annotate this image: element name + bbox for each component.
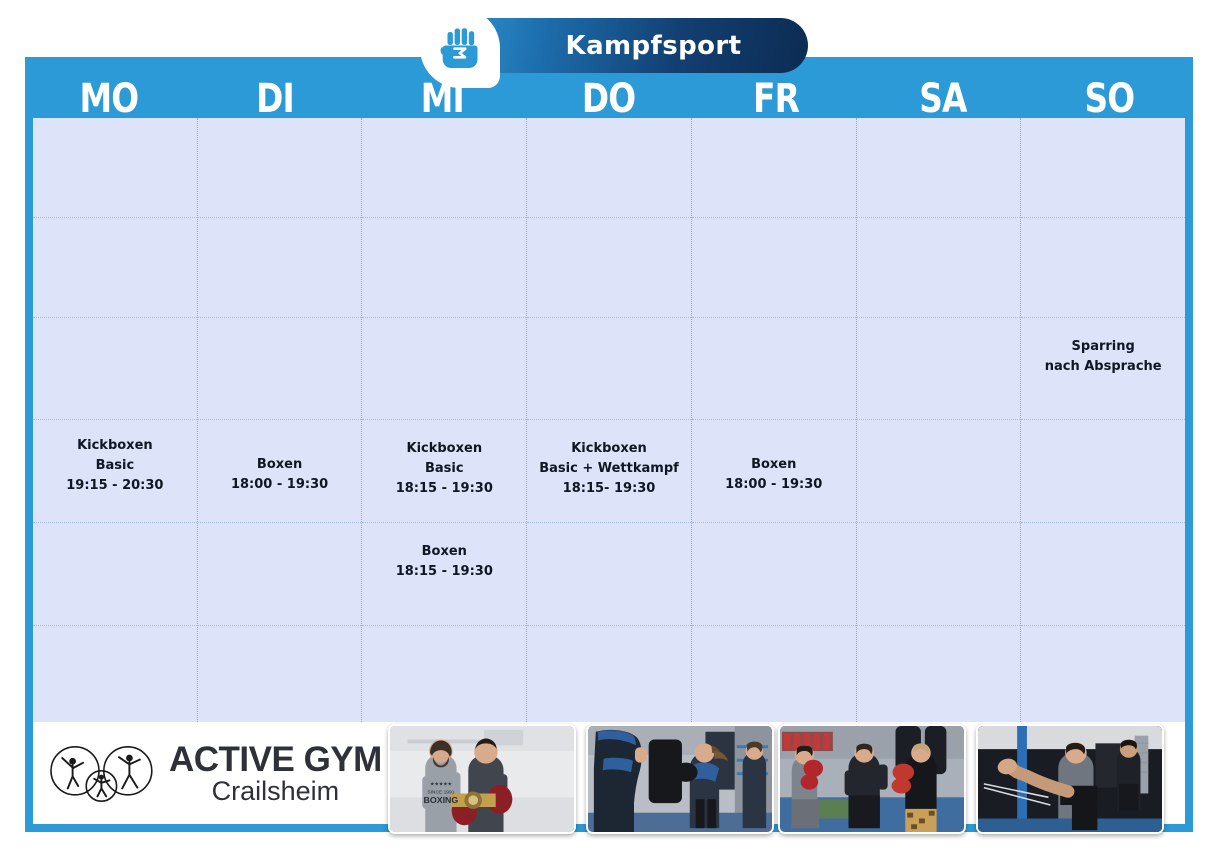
day-header-do: DO — [526, 57, 693, 118]
class-title: Sparring — [1071, 339, 1135, 354]
class-title: Boxen — [751, 457, 797, 472]
day-header-di: DI — [192, 57, 359, 118]
schedule-column-mi[interactable]: Kickboxen Basic 18:15 - 19:30 Boxen 18:1… — [362, 118, 528, 722]
row-gridlines — [527, 118, 691, 722]
row-gridlines — [33, 118, 197, 722]
day-header-so: SO — [1026, 57, 1193, 118]
photo-kickboxing-bag-training — [586, 724, 774, 834]
day-label-do: DO — [582, 76, 636, 118]
class-title: Kickboxen — [571, 441, 647, 456]
schedule-column-so[interactable]: Sparring nach Absprache — [1021, 118, 1186, 722]
class-title: Boxen — [421, 544, 467, 559]
class-time: 19:15 - 20:30 — [66, 478, 164, 494]
class-level: Basic — [425, 461, 464, 477]
class-entry[interactable]: Kickboxen Basic 18:15 - 19:30 — [362, 439, 526, 499]
day-label-fr: FR — [752, 76, 800, 118]
schedule-column-sa[interactable] — [856, 118, 1022, 722]
svg-text:BOXING: BOXING — [424, 795, 459, 805]
day-header-mo: MO — [25, 57, 192, 118]
category-header: Kampfsport — [420, 8, 808, 88]
class-level: Basic + Wettkampf — [539, 461, 679, 477]
class-time: 18:00 - 19:30 — [230, 477, 329, 493]
photo-boxers-with-belt: ★★★★★ SINCE 1991 BOXING — [388, 724, 576, 834]
schedule-column-do[interactable]: Kickboxen Basic + Wettkampf 18:15- 19:30 — [527, 118, 692, 722]
class-level: Basic — [95, 458, 135, 474]
class-title: Kickboxen — [77, 438, 153, 453]
day-label-di: DI — [256, 76, 295, 118]
three-figures-circles-logo — [50, 746, 153, 802]
row-gridlines — [197, 118, 362, 722]
class-entry[interactable]: Kickboxen Basic + Wettkampf 18:15- 19:30 — [527, 439, 691, 499]
class-entry[interactable]: Kickboxen Basic 19:15 - 20:30 — [33, 436, 197, 496]
row-gridlines — [362, 118, 527, 722]
class-time: 18:15- 19:30 — [562, 481, 656, 497]
fist-icon — [420, 8, 500, 88]
row-gridlines — [1021, 118, 1186, 722]
class-entry[interactable]: Boxen 18:00 - 19:30 — [692, 455, 856, 495]
class-time: 18:15 - 19:30 — [395, 564, 493, 580]
schedule-column-fr[interactable]: Boxen 18:00 - 19:30 — [691, 118, 857, 722]
photo-high-kick-training — [976, 724, 1164, 834]
svg-text:SINCE 1991: SINCE 1991 — [427, 789, 454, 795]
logo-subtitle: Crailsheim — [211, 775, 340, 806]
class-entry[interactable]: Sparring nach Absprache — [1021, 337, 1185, 377]
class-time: 18:00 - 19:30 — [725, 477, 823, 493]
class-title: Kickboxen — [406, 441, 483, 456]
day-label-sa: SA — [919, 76, 967, 118]
day-header-fr: FR — [692, 57, 859, 118]
category-title: Kampfsport — [565, 30, 742, 61]
logo-wordmark: ACTIVE GYM Crailsheim — [169, 742, 382, 806]
category-title-pill: Kampfsport — [465, 18, 808, 73]
class-time: 18:15 - 19:30 — [395, 481, 493, 497]
class-entry[interactable]: Boxen 18:15 - 19:30 — [362, 542, 526, 582]
gym-logo: ACTIVE GYM Crailsheim — [43, 730, 382, 818]
schedule-column-di[interactable]: Boxen 18:00 - 19:30 — [197, 118, 363, 722]
row-gridlines — [691, 118, 856, 722]
logo-title: ACTIVE GYM — [169, 739, 382, 779]
row-gridlines — [856, 118, 1021, 722]
schedule-column-mo[interactable]: Kickboxen Basic 19:15 - 20:30 — [33, 118, 198, 722]
day-label-so: SO — [1084, 76, 1136, 118]
class-note: nach Absprache — [1044, 359, 1162, 375]
class-entry[interactable]: Boxen 18:00 - 19:30 — [198, 455, 362, 495]
svg-text:★★★★★: ★★★★★ — [430, 782, 453, 788]
schedule-grid: Kickboxen Basic 19:15 - 20:30 Boxen 18:0… — [33, 118, 1186, 722]
day-header-sa: SA — [859, 57, 1026, 118]
photo-sparring-with-coach — [778, 724, 966, 834]
day-label-mo: MO — [78, 76, 139, 118]
class-title: Boxen — [256, 457, 303, 472]
